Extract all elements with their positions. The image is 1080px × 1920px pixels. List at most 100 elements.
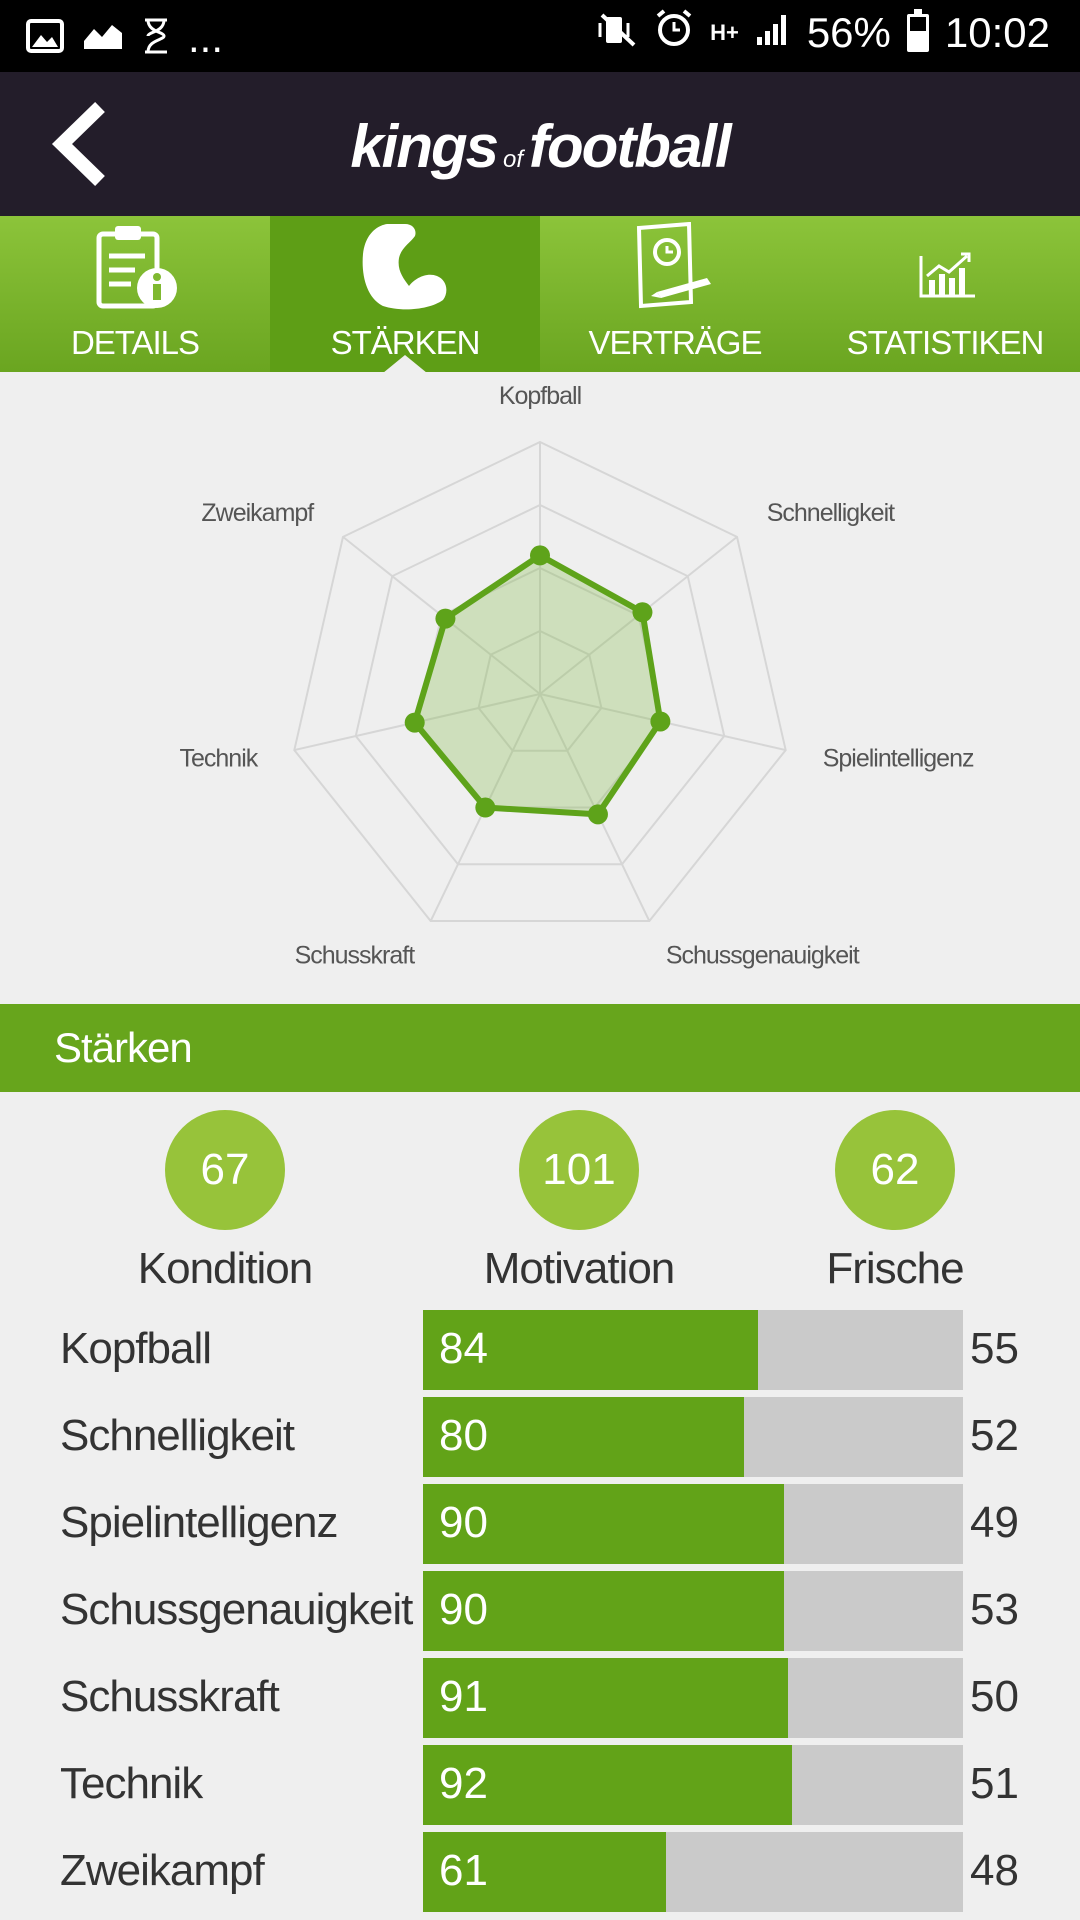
attribute-track: 92: [423, 1745, 963, 1825]
stat-circle: 67: [165, 1110, 285, 1230]
logo-kings: kings: [350, 113, 499, 180]
stat-label: Frische: [826, 1244, 964, 1293]
attribute-value: 61: [439, 1846, 488, 1895]
stat-label: Kondition: [137, 1244, 313, 1293]
attribute-right-value: 51: [970, 1759, 1019, 1808]
attribute-name: Spielintelligenz: [60, 1498, 339, 1547]
logo-football: football: [529, 113, 732, 180]
radar-point: [650, 711, 671, 732]
attribute-fill: [423, 1745, 792, 1825]
network-label: H+: [710, 20, 739, 45]
status-right: H+ 56% 10:02: [598, 8, 1050, 58]
attribute-fill: [423, 1397, 744, 1477]
stat-circle: 62: [835, 1110, 955, 1230]
tab-details-label: DETAILS: [70, 324, 200, 361]
attribute-value: 90: [439, 1585, 488, 1634]
attribute-row: Schnelligkeit 80 52: [0, 1397, 1080, 1477]
attribute-track: 80: [423, 1397, 963, 1477]
status-bar: ... H+ 56% 10:02: [0, 0, 1080, 72]
strength-radar-chart: Kopfball Schnelligkeit Spielintelligenz Sch…: [0, 372, 1080, 1004]
attribute-value: 80: [439, 1411, 488, 1460]
chart-icon: [82, 19, 124, 58]
attribute-right-value: 50: [970, 1672, 1019, 1721]
player-tabs: DETAILS STÄRKEN VERTRÄGE: [0, 216, 1080, 373]
attribute-name: Schussgenauigkeit: [60, 1585, 413, 1634]
back-button[interactable]: [30, 94, 130, 194]
more-indicator: ...: [188, 14, 224, 61]
tab-vertraege-label: VERTRÄGE: [588, 324, 763, 361]
attribute-track: 61: [423, 1832, 963, 1912]
attribute-name: Zweikampf: [60, 1846, 265, 1895]
attribute-row: Kopfball 84 55: [0, 1310, 1080, 1390]
app-header: kings of football: [0, 72, 1080, 216]
attribute-fill: [423, 1832, 666, 1912]
attribute-fill: [423, 1571, 784, 1651]
tab-details[interactable]: DETAILS: [0, 216, 270, 372]
radar-axis-label: Technik: [180, 745, 259, 773]
radar-series-area: [411, 552, 664, 818]
attribute-right-value: 52: [970, 1411, 1019, 1460]
radar-axis-label: Spielintelligenz: [823, 745, 974, 773]
attribute-right-value: 49: [970, 1498, 1019, 1547]
radar-svg: Kopfball Schnelligkeit Spielintelligenz Sch…: [180, 382, 975, 969]
stat-circle: 101: [519, 1110, 639, 1230]
attribute-track: 84: [423, 1310, 963, 1390]
radar-point: [530, 545, 550, 566]
attribute-track: 90: [423, 1484, 963, 1564]
logo-of: of: [503, 146, 524, 173]
radar-point: [404, 712, 425, 733]
clock: 10:02: [944, 9, 1050, 56]
radar-axis-label: Schusskraft: [295, 941, 416, 969]
attribute-row: Schusskraft 91 50: [0, 1658, 1080, 1738]
radar-grid-ring: [293, 440, 787, 923]
tab-statistiken-label: STATISTIKEN: [846, 324, 1045, 361]
attribute-row: Spielintelligenz 90 49: [0, 1484, 1080, 1564]
image-icon: [26, 18, 64, 58]
attribute-track: 90: [423, 1571, 963, 1651]
attribute-name: Kopfball: [60, 1324, 212, 1373]
attribute-value: 92: [439, 1759, 488, 1808]
radar-grid-ring: [416, 566, 664, 809]
summary-stats: 67 Kondition 101 Motivation 62 Frische: [0, 1110, 1080, 1300]
battery-percent: 56%: [806, 9, 891, 56]
radar-axis-label: Zweikampf: [201, 499, 314, 527]
radar-axis-label: Kopfball: [499, 382, 581, 410]
attribute-fill: [423, 1658, 788, 1738]
tab-staerken[interactable]: STÄRKEN: [270, 216, 540, 373]
attribute-name: Technik: [60, 1759, 203, 1808]
radar-axis-label: Schussgenauigkeit: [666, 941, 860, 969]
attribute-track: 91: [423, 1658, 963, 1738]
radar-point: [475, 797, 496, 818]
tab-statistiken[interactable]: STATISTIKEN: [810, 216, 1080, 372]
section-title: Stärken: [0, 1004, 1080, 1092]
radar-axis-label: Schnelligkeit: [767, 499, 895, 527]
radar-grid-ring: [477, 629, 603, 752]
attribute-right-value: 53: [970, 1585, 1019, 1634]
attribute-value: 90: [439, 1498, 488, 1547]
attribute-name: Schnelligkeit: [60, 1411, 295, 1460]
attribute-right-value: 55: [970, 1324, 1019, 1373]
app-logo: kings of football: [0, 112, 1080, 181]
attribute-row: Zweikampf 61 48: [0, 1832, 1080, 1912]
tab-staerken-label: STÄRKEN: [330, 324, 481, 361]
attribute-fill: [423, 1484, 784, 1564]
details-info-icon: [87, 216, 183, 312]
vibrate-mute-icon: [598, 9, 638, 57]
battery-icon: [906, 9, 929, 52]
radar-grid-ring: [354, 503, 726, 866]
muscle-icon: [357, 216, 453, 312]
attribute-right-value: 48: [970, 1846, 1019, 1895]
stat-frische: 62 Frische: [745, 1110, 1045, 1294]
status-left: ...: [26, 14, 223, 62]
attribute-name: Schusskraft: [60, 1672, 280, 1721]
attribute-value: 91: [439, 1672, 488, 1721]
radar-point: [435, 608, 456, 629]
statistics-chart-icon: [897, 216, 993, 312]
alarm-icon: [654, 8, 694, 58]
attribute-row: Technik 92 51: [0, 1745, 1080, 1825]
attribute-row: Schussgenauigkeit 90 53: [0, 1571, 1080, 1651]
stat-motivation: 101 Motivation: [429, 1110, 729, 1294]
tab-vertraege[interactable]: VERTRÄGE: [540, 216, 810, 372]
stat-kondition: 67 Kondition: [75, 1110, 375, 1294]
contract-icon: [627, 216, 723, 312]
